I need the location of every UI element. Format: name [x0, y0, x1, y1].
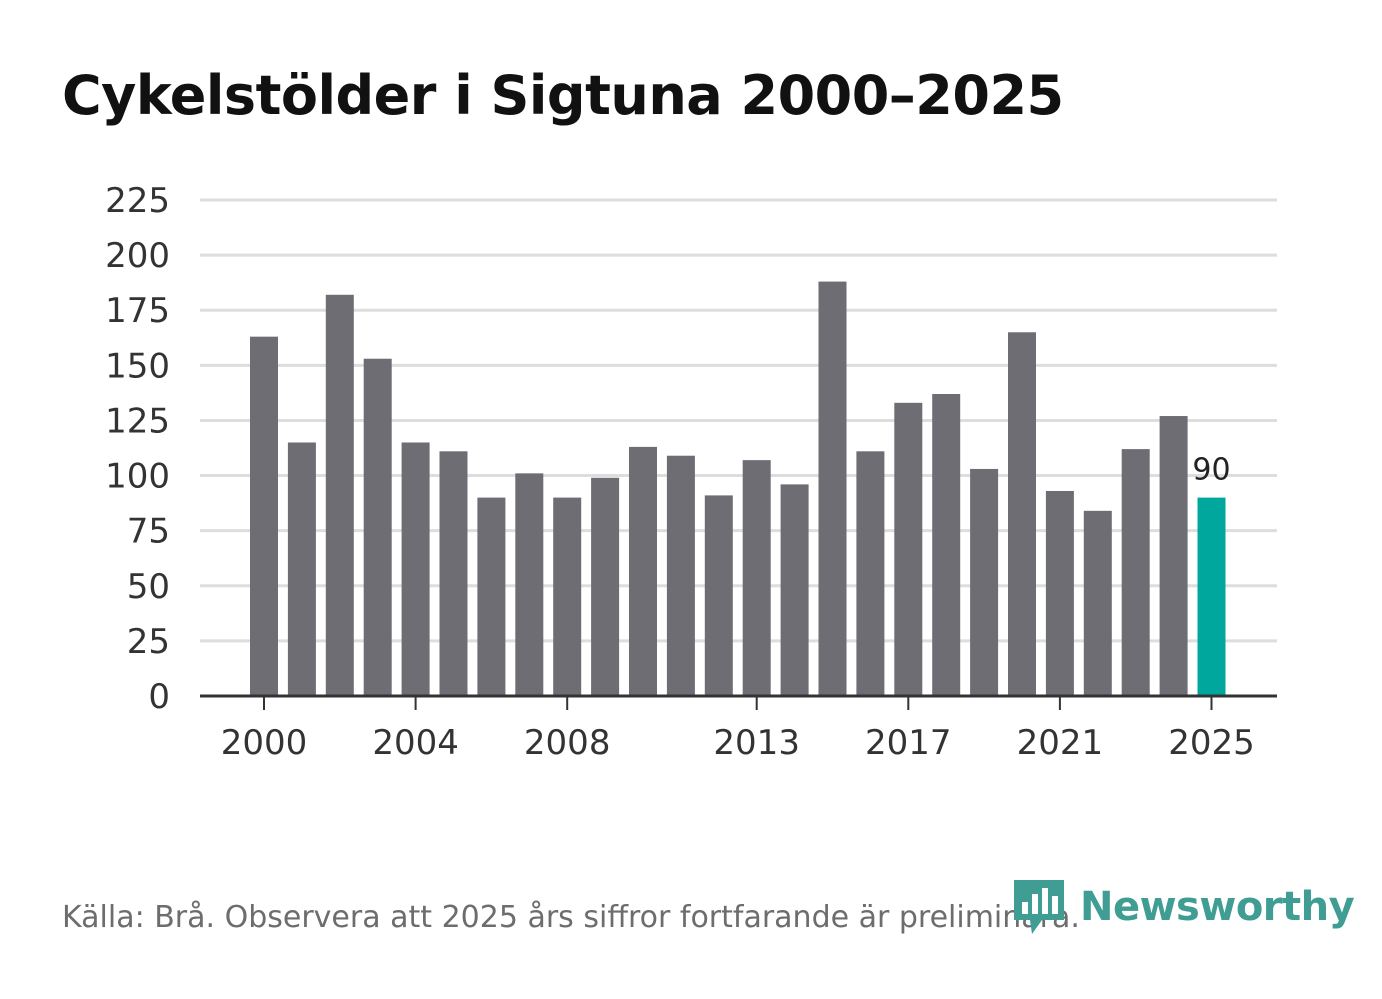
x-tick-label: 2021 — [1017, 723, 1104, 763]
y-tick-label: 200 — [105, 236, 170, 276]
grid-lines — [200, 198, 1277, 643]
page-title: Cykelstölder i Sigtuna 2000–2025 — [62, 64, 1064, 127]
bar-2021 — [1045, 490, 1074, 696]
bar-2005 — [439, 451, 468, 696]
y-tick-label: 75 — [127, 512, 170, 552]
x-tick-label: 2025 — [1168, 723, 1255, 763]
bar-2012 — [704, 495, 733, 696]
bar-2018 — [932, 393, 961, 696]
x-tick-label: 2000 — [221, 723, 308, 763]
y-tick-label: 25 — [127, 622, 170, 662]
x-axis-ticks: 2000 2004 2008 2013 2017 2021 2025 — [221, 696, 1255, 763]
bar-2016 — [856, 451, 885, 696]
y-tick-label: 50 — [127, 567, 170, 607]
bar-2010 — [629, 446, 657, 696]
bar-2007 — [515, 473, 544, 696]
data-labels: 90 — [1192, 453, 1230, 488]
bar-2009 — [591, 477, 620, 696]
bar-2015 — [818, 281, 847, 696]
x-tick-label: 2013 — [713, 723, 800, 763]
bar-2003 — [363, 358, 392, 696]
y-tick-label: 0 — [148, 677, 170, 717]
bar-2008 — [553, 497, 582, 696]
bar-2006 — [477, 497, 506, 696]
bar-2001 — [287, 442, 316, 696]
bar-2013 — [742, 460, 771, 696]
y-axis-ticks: 0 25 50 75 100 125 150 175 200 225 — [105, 181, 170, 717]
bar-2023 — [1121, 449, 1150, 696]
y-tick-label: 175 — [105, 291, 170, 331]
bar-2020 — [1008, 332, 1036, 696]
y-tick-label: 225 — [105, 181, 170, 221]
bar-2019 — [970, 468, 999, 696]
bar-2024 — [1159, 416, 1188, 696]
bar-2000 — [250, 336, 278, 696]
bar-2011 — [666, 455, 695, 696]
bar-2017 — [894, 402, 923, 696]
source-note: Källa: Brå. Observera att 2025 års siffr… — [62, 900, 1080, 935]
brand-logo: Newsworthy — [1010, 876, 1355, 938]
newsworthy-logo-icon — [1014, 880, 1064, 934]
y-tick-label: 125 — [105, 401, 170, 441]
x-tick-label: 2004 — [372, 723, 459, 763]
x-tick-label: 2008 — [524, 723, 611, 763]
y-tick-label: 150 — [105, 346, 170, 386]
data-label-2025: 90 — [1192, 453, 1230, 488]
bar-2025 — [1197, 497, 1226, 696]
bar-2004 — [401, 442, 430, 696]
bar-2002 — [325, 294, 354, 696]
x-tick-label: 2017 — [865, 723, 952, 763]
brand-name: Newsworthy — [1080, 884, 1355, 930]
bars — [250, 281, 1226, 696]
bar-2022 — [1083, 510, 1112, 696]
bar-2014 — [780, 484, 809, 696]
y-tick-label: 100 — [105, 457, 170, 497]
